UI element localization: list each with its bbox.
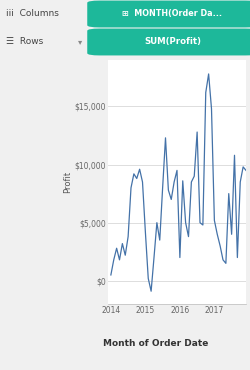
FancyBboxPatch shape (87, 1, 250, 27)
Text: Month of Order Date: Month of Order Date (103, 339, 209, 349)
Text: ▾: ▾ (78, 37, 82, 47)
Text: iii  Columns: iii Columns (6, 10, 59, 18)
Text: ⊞  MONTH(Order Da...: ⊞ MONTH(Order Da... (122, 9, 222, 18)
Text: ☰  Rows: ☰ Rows (6, 37, 43, 47)
Text: SUM(Profit): SUM(Profit) (144, 37, 201, 46)
Y-axis label: Profit: Profit (63, 171, 72, 193)
FancyBboxPatch shape (87, 28, 250, 56)
